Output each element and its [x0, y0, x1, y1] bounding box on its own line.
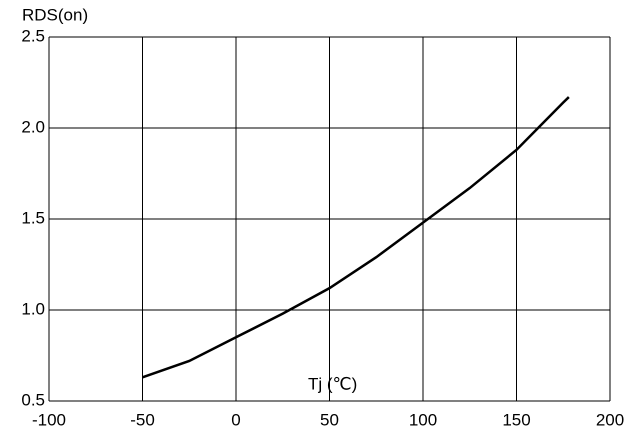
x-tick-label: 50 — [320, 410, 339, 429]
line — [142, 96, 570, 379]
y-tick-label: 2.5 — [21, 26, 45, 45]
x-tick-label: -50 — [130, 410, 155, 429]
y-tick-label: 1.0 — [21, 299, 45, 318]
x-tick-label: 150 — [502, 410, 530, 429]
x-tick-label: -100 — [32, 410, 66, 429]
x-tick-label: 0 — [231, 410, 240, 429]
y-tick-label: 0.5 — [21, 390, 45, 409]
y-axis-title: RDS(on) — [22, 5, 88, 24]
x-tick-label: 100 — [409, 410, 437, 429]
y-tick-label: 2.0 — [21, 117, 45, 136]
x-tick-label: 200 — [596, 410, 624, 429]
y-tick-label: 1.5 — [21, 208, 45, 227]
x-axis-title: Tj (℃) — [308, 374, 357, 393]
